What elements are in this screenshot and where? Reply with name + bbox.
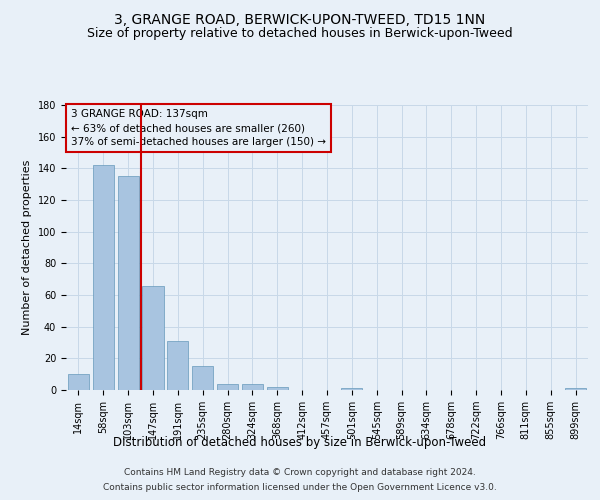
Bar: [565, 388, 586, 390]
Y-axis label: Number of detached properties: Number of detached properties: [22, 160, 32, 335]
Bar: [341, 388, 362, 390]
Text: Size of property relative to detached houses in Berwick-upon-Tweed: Size of property relative to detached ho…: [87, 28, 513, 40]
Bar: [267, 387, 288, 390]
Bar: [68, 374, 89, 390]
Text: Distribution of detached houses by size in Berwick-upon-Tweed: Distribution of detached houses by size …: [113, 436, 487, 449]
Bar: [118, 176, 139, 390]
Text: Contains public sector information licensed under the Open Government Licence v3: Contains public sector information licen…: [103, 483, 497, 492]
Text: 3, GRANGE ROAD, BERWICK-UPON-TWEED, TD15 1NN: 3, GRANGE ROAD, BERWICK-UPON-TWEED, TD15…: [115, 12, 485, 26]
Bar: [142, 286, 164, 390]
Bar: [167, 341, 188, 390]
Text: 3 GRANGE ROAD: 137sqm
← 63% of detached houses are smaller (260)
37% of semi-det: 3 GRANGE ROAD: 137sqm ← 63% of detached …: [71, 110, 326, 148]
Bar: [93, 165, 114, 390]
Text: Contains HM Land Registry data © Crown copyright and database right 2024.: Contains HM Land Registry data © Crown c…: [124, 468, 476, 477]
Bar: [217, 384, 238, 390]
Bar: [192, 366, 213, 390]
Bar: [242, 384, 263, 390]
